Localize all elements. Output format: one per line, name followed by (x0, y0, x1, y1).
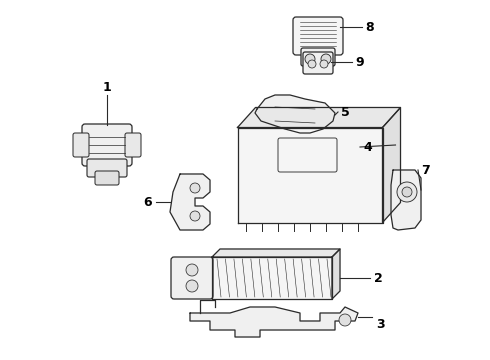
Circle shape (190, 183, 200, 193)
Text: 2: 2 (374, 271, 382, 284)
Text: 8: 8 (366, 21, 374, 33)
FancyBboxPatch shape (301, 48, 335, 66)
Polygon shape (391, 170, 421, 230)
Text: 1: 1 (102, 81, 111, 94)
Polygon shape (332, 249, 340, 299)
Polygon shape (170, 174, 210, 230)
Circle shape (402, 187, 412, 197)
Text: 5: 5 (341, 105, 349, 118)
FancyBboxPatch shape (303, 52, 333, 74)
Circle shape (320, 60, 328, 68)
Circle shape (186, 264, 198, 276)
Polygon shape (238, 108, 400, 127)
FancyBboxPatch shape (293, 17, 343, 55)
Text: 7: 7 (420, 163, 429, 176)
Text: 6: 6 (144, 195, 152, 208)
Circle shape (190, 211, 200, 221)
Text: 9: 9 (356, 55, 364, 68)
Polygon shape (238, 127, 383, 222)
Circle shape (308, 60, 316, 68)
FancyBboxPatch shape (82, 124, 132, 166)
Circle shape (339, 314, 351, 326)
Polygon shape (383, 108, 400, 222)
FancyBboxPatch shape (171, 257, 213, 299)
FancyBboxPatch shape (73, 133, 89, 157)
Polygon shape (212, 257, 332, 299)
Circle shape (186, 280, 198, 292)
FancyBboxPatch shape (95, 171, 119, 185)
FancyBboxPatch shape (125, 133, 141, 157)
Circle shape (397, 182, 417, 202)
Circle shape (305, 54, 315, 64)
Text: 3: 3 (376, 319, 384, 332)
Polygon shape (190, 307, 358, 337)
Polygon shape (212, 249, 340, 257)
Circle shape (321, 54, 331, 64)
Polygon shape (255, 95, 335, 133)
FancyBboxPatch shape (87, 159, 127, 177)
Text: 4: 4 (364, 140, 372, 153)
